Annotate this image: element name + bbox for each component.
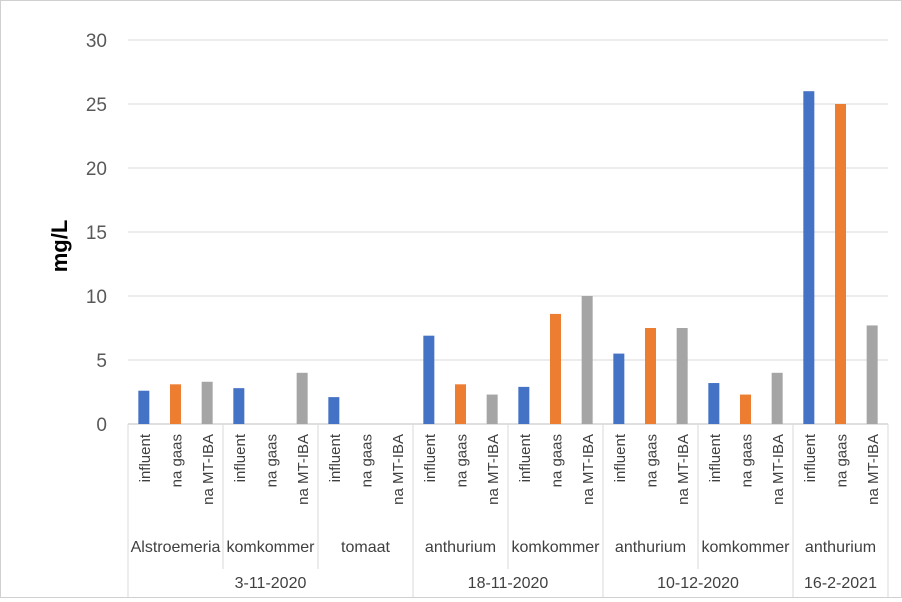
y-tick-label: 20 — [86, 159, 107, 180]
crop-label: tomaat — [341, 539, 390, 556]
crop-label: anthurium — [805, 539, 876, 556]
y-tick-label: 15 — [86, 223, 107, 244]
bar — [455, 384, 466, 424]
bar-category-label: influent — [422, 433, 439, 482]
bar-category-label: na MT-IBA — [390, 434, 407, 505]
bar-category-label: na MT-IBA — [865, 434, 882, 505]
bar-category-label: na gaas — [169, 434, 186, 487]
bar-category-label: influent — [517, 433, 534, 482]
bar — [138, 390, 150, 424]
bar-category-label: na MT-IBA — [770, 434, 787, 505]
bar — [708, 383, 720, 424]
bar-category-label: na gaas — [739, 434, 756, 487]
bar — [201, 381, 213, 424]
bar-category-label: influent — [137, 433, 154, 482]
bar-category-label: na MT-IBA — [485, 434, 502, 505]
crop-label: Alstroemeria — [131, 539, 221, 556]
bar-category-label: na gaas — [644, 434, 661, 487]
crop-label: anthurium — [425, 539, 496, 556]
crop-label: komkommer — [511, 539, 600, 556]
y-tick-label: 30 — [86, 31, 107, 52]
bar — [866, 325, 878, 424]
bar — [803, 91, 815, 424]
bar — [170, 384, 181, 424]
bar-category-label: na gaas — [834, 434, 851, 487]
bar — [740, 394, 751, 424]
date-label: 3-11-2020 — [235, 575, 307, 592]
bar-category-label: na MT-IBA — [580, 434, 597, 505]
y-tick-label: 5 — [96, 351, 107, 372]
bar — [233, 388, 245, 424]
bar-category-label: influent — [612, 433, 629, 482]
bar-category-label: influent — [327, 433, 344, 482]
y-tick-label: 0 — [96, 415, 107, 436]
date-label: 16-2-2021 — [804, 575, 877, 592]
bar-category-label: influent — [232, 433, 249, 482]
crop-label: komkommer — [701, 539, 790, 556]
bar — [835, 104, 846, 424]
bars — [138, 91, 878, 424]
bar — [296, 372, 308, 424]
y-tick-label: 10 — [86, 287, 107, 308]
bar-category-label: na gaas — [454, 434, 471, 487]
date-label: 18-11-2020 — [468, 575, 549, 592]
crop-label: komkommer — [226, 539, 315, 556]
gridlines — [128, 39, 888, 425]
bar-category-label: na gaas — [264, 434, 281, 487]
y-axis-ticks: 0 5 10 15 20 25 30 — [86, 31, 107, 436]
bar — [581, 296, 593, 424]
bar — [328, 397, 340, 424]
bar-category-label: influent — [802, 433, 819, 482]
bar-category-label: na MT-IBA — [200, 434, 217, 505]
bar — [486, 394, 498, 424]
date-label: 10-12-2020 — [657, 575, 739, 592]
bar — [676, 328, 688, 424]
bar — [771, 372, 783, 424]
bar — [423, 335, 435, 424]
bar — [645, 328, 656, 424]
bar-category-label: na MT-IBA — [675, 434, 692, 505]
bar-category-label: na gaas — [549, 434, 566, 487]
bar-category-label: na MT-IBA — [295, 434, 312, 505]
y-tick-label: 25 — [86, 95, 107, 116]
crop-label: anthurium — [615, 539, 686, 556]
bar — [613, 353, 625, 424]
bar — [550, 313, 561, 424]
bar — [518, 386, 530, 424]
bar-category-label: influent — [707, 433, 724, 482]
bar-category-label: na gaas — [359, 434, 376, 487]
category-axis: influent na gaas na MT-IBA Alstroemeria infl… — [127, 424, 889, 597]
y-axis-label: mg/L — [47, 220, 72, 273]
